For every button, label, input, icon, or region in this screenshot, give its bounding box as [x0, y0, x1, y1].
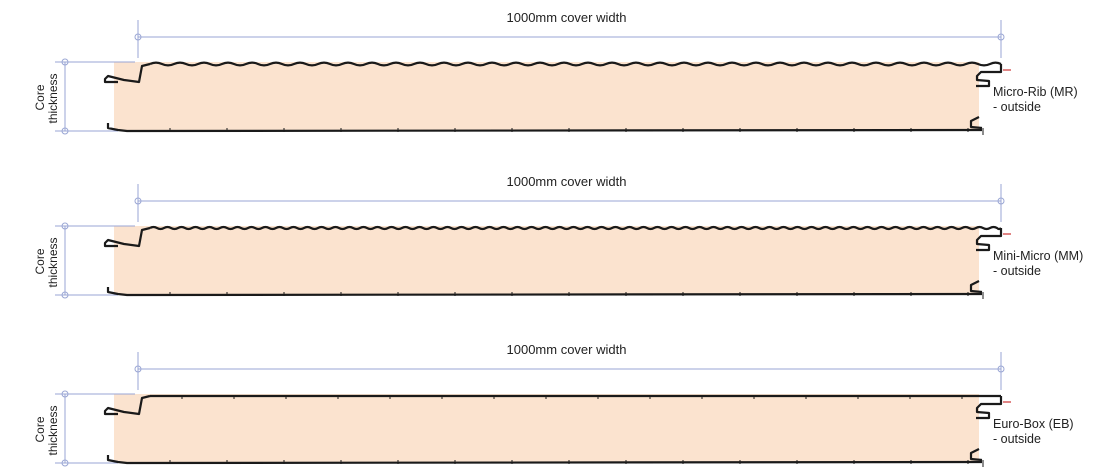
cover-width-marker-right — [997, 33, 1005, 41]
profile-name-label: Euro-Box (EB) — [993, 417, 1074, 431]
thickness-marker-bottom — [61, 127, 69, 135]
profile-name-label: Micro-Rib (MR) — [993, 85, 1078, 99]
insulation-core — [114, 226, 979, 295]
right-bottom-joint — [969, 280, 983, 294]
core-thickness-label-line2: thickness — [46, 405, 60, 455]
cover-width-label: 1000mm cover width — [507, 174, 627, 189]
cover-width-marker-right — [997, 365, 1005, 373]
profile-side-label: - outside — [993, 100, 1041, 114]
cover-width-marker-right — [997, 197, 1005, 205]
core-thickness-label-line2: thickness — [46, 237, 60, 287]
left-top-joint — [103, 394, 151, 416]
cover-width-marker-left — [134, 365, 142, 373]
right-bottom-joint — [969, 448, 983, 462]
cover-width-label: 1000mm cover width — [507, 10, 627, 25]
panel-mini-micro: 1000mm cover width Core thickness Mini-Micr… — [33, 174, 1083, 299]
insulation-core — [114, 62, 979, 131]
left-top-joint — [103, 226, 151, 248]
right-top-joint — [975, 228, 1003, 252]
bottom-skin — [106, 455, 983, 465]
core-thickness-label-line1: Core — [33, 248, 47, 274]
insulation-core — [114, 394, 979, 463]
cover-width-label: 1000mm cover width — [507, 342, 627, 357]
profile-name-label: Mini-Micro (MM) — [993, 249, 1083, 263]
top-skin-mini-micro — [149, 225, 1002, 231]
left-top-joint — [103, 62, 151, 84]
cover-width-marker-left — [134, 197, 142, 205]
thickness-marker-top — [61, 222, 69, 230]
right-top-joint — [975, 396, 1003, 420]
core-thickness-label-line2: thickness — [46, 73, 60, 123]
thickness-marker-bottom — [61, 291, 69, 299]
profile-side-label: - outside — [993, 432, 1041, 446]
top-skin-micro-rib — [149, 61, 1002, 67]
bottom-skin — [106, 123, 983, 133]
panel-euro-box: 1000mm cover width Core thickness Euro-Box … — [33, 342, 1074, 467]
thickness-marker-top — [61, 58, 69, 66]
right-top-joint — [975, 64, 1003, 88]
panel-micro-rib: 1000mm cover width Core thickness Micro-Rib… — [33, 10, 1078, 135]
core-thickness-label-line1: Core — [33, 84, 47, 110]
bottom-skin — [106, 287, 983, 297]
core-thickness-label-line1: Core — [33, 416, 47, 442]
cover-width-marker-left — [134, 33, 142, 41]
profile-side-label: - outside — [993, 264, 1041, 278]
thickness-marker-bottom — [61, 459, 69, 467]
thickness-marker-top — [61, 390, 69, 398]
right-bottom-joint — [969, 116, 983, 130]
